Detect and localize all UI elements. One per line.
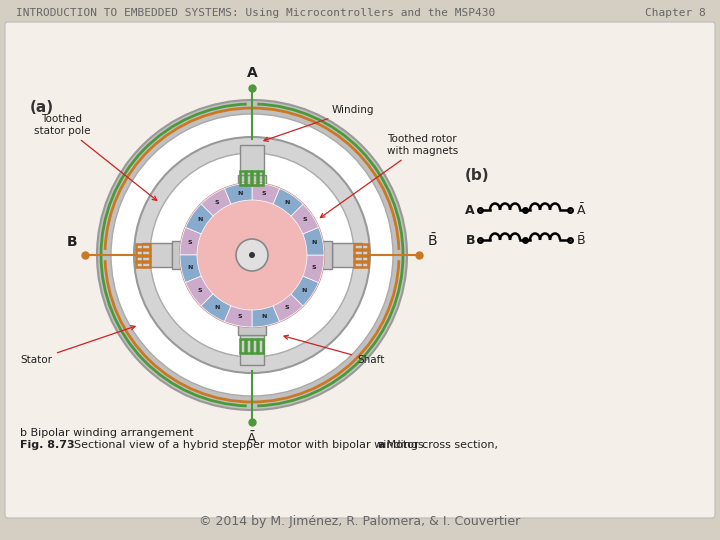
Bar [322,241,332,269]
Circle shape [236,239,268,271]
Wedge shape [225,183,252,204]
Wedge shape [201,188,231,216]
Bar [238,325,266,335]
Text: Winding: Winding [264,105,374,141]
Wedge shape [252,306,279,327]
Text: Chapter 8: Chapter 8 [645,8,706,18]
Wedge shape [252,183,279,204]
Text: N: N [261,314,267,319]
Bar [136,244,150,249]
Wedge shape [291,276,318,306]
Circle shape [97,100,407,410]
Bar [136,256,150,261]
Text: S: S [238,314,242,319]
Text: $\bar{\rm B}$: $\bar{\rm B}$ [576,232,586,248]
Bar [240,145,264,175]
Bar [136,262,150,267]
Text: a: a [377,440,384,450]
Wedge shape [303,255,324,282]
Bar [246,171,251,185]
Wedge shape [180,227,201,255]
Text: N: N [187,265,193,270]
Text: Toothed
stator pole: Toothed stator pole [34,114,157,200]
Wedge shape [273,294,303,321]
Text: (b): (b) [465,167,490,183]
Text: © 2014 by M. Jiménez, R. Palomera, & I. Couvertier: © 2014 by M. Jiménez, R. Palomera, & I. … [199,515,521,528]
Text: N: N [197,218,202,222]
Text: S: S [312,265,316,270]
Text: b Bipolar winding arrangement: b Bipolar winding arrangement [20,428,194,438]
Bar [258,339,263,353]
Circle shape [134,137,370,373]
Wedge shape [186,276,213,306]
Wedge shape [225,306,252,327]
Text: A: A [247,66,257,80]
Text: N: N [284,200,289,205]
Bar [246,339,251,353]
Text: S: S [197,287,202,293]
Text: (a): (a) [30,99,54,114]
Bar [238,175,266,185]
Text: S: S [262,191,266,195]
Text: A: A [465,204,475,217]
Bar [354,244,368,249]
Wedge shape [273,188,303,216]
Text: S: S [284,305,289,310]
Bar [332,243,362,267]
Text: Fig. 8.73: Fig. 8.73 [20,440,75,450]
Wedge shape [180,255,201,282]
Text: N: N [311,240,317,245]
Text: N: N [237,191,243,195]
Text: S: S [215,200,220,205]
Text: $\bar{\rm A}$: $\bar{\rm A}$ [576,202,587,218]
Bar [240,171,245,185]
Bar [136,250,150,255]
Bar [252,339,257,353]
Text: N: N [215,305,220,310]
Text: B: B [466,233,475,246]
Wedge shape [186,204,213,234]
Text: Sectional view of a hybrid stepper motor with bipolar windings.: Sectional view of a hybrid stepper motor… [67,440,431,450]
Bar [252,171,257,185]
Bar [354,256,368,261]
Bar [354,250,368,255]
Bar [258,171,263,185]
Bar [240,335,264,365]
Circle shape [180,183,324,327]
Text: N: N [302,287,307,293]
Text: Motor cross section,: Motor cross section, [383,440,498,450]
Text: $\bar{\rm B}$: $\bar{\rm B}$ [427,232,438,249]
Text: S: S [302,218,307,222]
Text: S: S [188,240,192,245]
Text: Toothed rotor
with magnets: Toothed rotor with magnets [320,134,458,218]
Bar [142,243,172,267]
Circle shape [249,252,255,258]
Wedge shape [201,294,231,321]
Bar [240,339,245,353]
Wedge shape [291,204,318,234]
FancyBboxPatch shape [5,22,715,518]
Wedge shape [303,227,324,255]
Circle shape [111,114,393,396]
Text: B: B [66,235,77,249]
Text: Shaft: Shaft [284,335,384,365]
Bar [172,241,182,269]
Text: $\bar{\rm A}$: $\bar{\rm A}$ [246,430,258,447]
Circle shape [150,153,354,357]
Bar [354,262,368,267]
Text: INTRODUCTION TO EMBEDDED SYSTEMS: Using Microcontrollers and the MSP430: INTRODUCTION TO EMBEDDED SYSTEMS: Using … [16,8,495,18]
Text: Stator: Stator [20,326,135,365]
